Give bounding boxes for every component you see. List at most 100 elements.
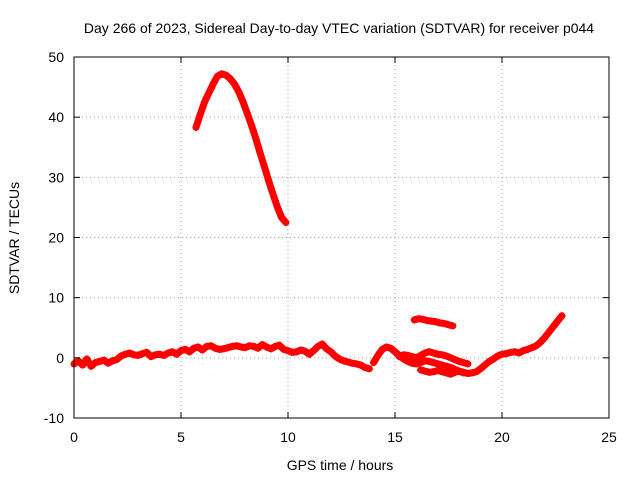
- data-point: [147, 353, 155, 361]
- data-point: [430, 359, 438, 367]
- data-point: [233, 342, 241, 350]
- data-point: [449, 322, 457, 330]
- data-point: [344, 358, 352, 366]
- data-point: [79, 361, 87, 369]
- data-point: [241, 344, 249, 352]
- data-point: [310, 347, 318, 355]
- data-point: [432, 318, 440, 326]
- data-point: [419, 315, 427, 323]
- data-point: [209, 80, 217, 88]
- data-point: [447, 370, 455, 378]
- data-point: [451, 356, 459, 364]
- y-tick-label: 0: [56, 350, 64, 366]
- data-point: [275, 341, 283, 349]
- y-tick-label: 20: [48, 230, 64, 246]
- data-point: [323, 345, 331, 353]
- data-point: [160, 351, 168, 359]
- data-point: [511, 348, 519, 356]
- data-point: [327, 348, 335, 356]
- grid-lines: [74, 57, 609, 418]
- data-point: [442, 362, 450, 370]
- data-point: [438, 361, 446, 369]
- data-points: [70, 70, 566, 378]
- data-point: [524, 345, 532, 353]
- data-point: [472, 368, 480, 376]
- data-point: [297, 346, 305, 354]
- y-tick-label: 50: [48, 49, 64, 65]
- series-arc-low: [417, 366, 467, 378]
- data-point: [243, 110, 251, 118]
- data-point: [143, 348, 151, 356]
- data-point: [387, 344, 395, 352]
- data-point: [331, 352, 339, 360]
- data-point: [361, 363, 369, 371]
- data-point: [190, 344, 198, 352]
- data-point: [528, 344, 536, 352]
- x-axis-label: GPS time / hours: [287, 457, 394, 473]
- data-point: [404, 357, 412, 365]
- data-point: [451, 368, 459, 376]
- data-point: [205, 89, 213, 97]
- data-point: [464, 360, 472, 368]
- data-point: [254, 344, 262, 352]
- data-point: [74, 357, 82, 365]
- data-point: [260, 163, 268, 171]
- data-point: [83, 355, 91, 363]
- data-point: [231, 80, 238, 88]
- data-point: [267, 345, 275, 353]
- data-point: [314, 342, 322, 350]
- data-point: [273, 203, 281, 211]
- data-point: [177, 347, 185, 355]
- data-point: [382, 343, 390, 351]
- data-point: [391, 348, 399, 356]
- data-point: [502, 350, 510, 358]
- data-point: [256, 149, 264, 157]
- data-point: [455, 357, 463, 365]
- y-tick-label: 40: [48, 109, 64, 125]
- data-point: [554, 317, 562, 325]
- data-point: [438, 351, 446, 359]
- data-point: [459, 369, 467, 377]
- data-point: [109, 357, 117, 365]
- data-point: [265, 177, 273, 185]
- data-point: [440, 320, 448, 328]
- data-point: [113, 356, 121, 364]
- data-point: [365, 365, 373, 373]
- data-point: [226, 75, 234, 83]
- axis-ticks: 0 5 10 15 20 25 -10 0 10 20 30 40 50: [44, 49, 617, 445]
- y-tick-label: 30: [48, 169, 64, 185]
- chart-title: Day 266 of 2023, Sidereal Day-to-day VTE…: [84, 20, 594, 36]
- data-point: [250, 342, 258, 350]
- data-point: [494, 352, 502, 360]
- x-tick-label: 15: [387, 429, 403, 445]
- data-point: [104, 359, 112, 367]
- data-point: [207, 342, 215, 350]
- data-point: [305, 350, 313, 358]
- data-point: [545, 328, 553, 336]
- data-point: [442, 369, 450, 377]
- data-point: [293, 348, 301, 356]
- data-point: [318, 340, 326, 348]
- data-point: [434, 360, 442, 368]
- data-point: [126, 349, 134, 357]
- data-point: [455, 367, 463, 375]
- data-point: [442, 352, 450, 360]
- data-point: [218, 70, 226, 78]
- x-tick-label: 25: [601, 429, 617, 445]
- data-point: [430, 349, 438, 357]
- data-point: [549, 323, 557, 331]
- data-point: [357, 361, 365, 369]
- data-point: [198, 346, 206, 354]
- data-point: [537, 338, 545, 346]
- series-arc-base: [70, 340, 373, 373]
- data-point: [438, 368, 446, 376]
- data-point: [134, 351, 142, 359]
- data-point: [192, 123, 200, 131]
- data-point: [222, 71, 230, 79]
- data-point: [408, 353, 416, 361]
- data-point: [301, 347, 309, 355]
- data-point: [425, 348, 433, 356]
- data-point: [181, 345, 189, 353]
- data-point: [269, 190, 277, 198]
- series-trace: [192, 70, 290, 226]
